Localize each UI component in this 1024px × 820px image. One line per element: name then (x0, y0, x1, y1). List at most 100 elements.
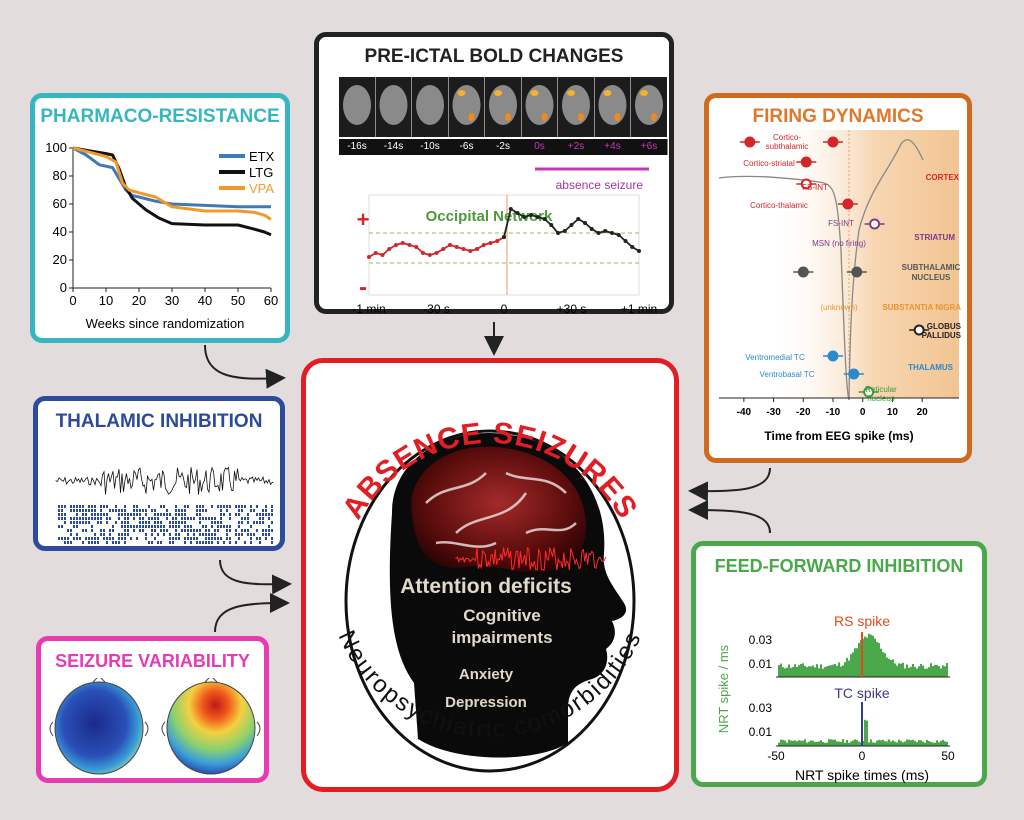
raster-tick (82, 517, 84, 520)
raster-tick (58, 513, 60, 516)
ff-bar (830, 665, 832, 677)
raster-tick (88, 537, 90, 540)
raster-tick (64, 521, 66, 524)
raster-tick (217, 537, 219, 540)
thalamic-panel: THALAMIC INHIBITION (33, 396, 285, 551)
raster-tick (88, 509, 90, 512)
firing-point (848, 368, 860, 380)
plus-sign: + (357, 207, 370, 232)
raster-tick (226, 533, 228, 536)
raster-tick (175, 537, 177, 540)
raster-tick (178, 537, 180, 540)
raster-tick (163, 505, 165, 508)
bold-series-point (589, 227, 594, 231)
ff-bar (942, 665, 944, 677)
raster-tick (160, 529, 162, 532)
raster-tick (211, 533, 213, 536)
ff-bar (836, 741, 838, 746)
bold-frame-label: -6s (460, 141, 474, 152)
brain-slice (416, 85, 444, 125)
ff-bar (874, 742, 876, 746)
pharmaco-line-ltg (72, 146, 272, 237)
ff-bar (814, 667, 816, 677)
ff-bar (810, 666, 812, 677)
thalamic-title: THALAMIC INHIBITION (55, 411, 263, 432)
raster-tick (199, 517, 201, 520)
raster-tick (58, 525, 60, 528)
raster-tick (211, 517, 213, 520)
bold-series-point (637, 249, 641, 253)
item-depression: Depression (445, 694, 527, 711)
raster-tick (271, 537, 273, 540)
raster-tick (136, 513, 138, 516)
ff-bar (890, 659, 892, 677)
raster-tick (100, 505, 102, 508)
raster-tick (124, 517, 126, 520)
ff-bar (870, 634, 872, 677)
ff-bar (832, 739, 834, 746)
raster-tick (97, 517, 99, 520)
firing-xtick: -10 (826, 407, 841, 418)
raster-tick (160, 541, 162, 544)
legend-etx: ETX (249, 149, 275, 164)
raster-tick (160, 513, 162, 516)
ff-bar (880, 740, 882, 746)
raster-tick (220, 509, 222, 512)
region-subthalamic-1: SUBTHALAMIC (902, 263, 961, 272)
raster-tick (109, 533, 111, 536)
ff-bar (850, 654, 852, 677)
ff-bar (894, 741, 896, 746)
raster-tick (244, 517, 246, 520)
bold-series-point (400, 241, 405, 245)
raster-tick (133, 509, 135, 512)
raster-tick (169, 513, 171, 516)
raster-tick (220, 517, 222, 520)
feedforward-figure: NRT spike / ms RS spike TC spike 0.03 0.… (716, 613, 955, 783)
raster-tick (241, 533, 243, 536)
ff-bar (808, 666, 810, 677)
raster-tick (76, 533, 78, 536)
bold-series-point (603, 229, 608, 233)
ff-bar (918, 740, 920, 746)
raster-tick (178, 521, 180, 524)
raster-tick (253, 509, 255, 512)
raster-tick (175, 509, 177, 512)
raster-tick (196, 509, 198, 512)
raster-tick (265, 509, 267, 512)
raster-tick (271, 505, 273, 508)
brain-slice (452, 85, 481, 125)
bold-series-point (508, 207, 513, 211)
raster-tick (112, 529, 114, 532)
raster-tick (256, 521, 258, 524)
raster-tick (259, 517, 261, 520)
raster-tick (256, 513, 258, 516)
ff-bar (792, 740, 794, 746)
bold-frame-label: +4s (604, 141, 620, 152)
raster-tick (250, 525, 252, 528)
label-cortico-striatal: Cortico-striatal (743, 159, 795, 168)
raster-tick (166, 517, 168, 520)
ff-bar (820, 740, 822, 746)
ff-bar (810, 740, 812, 746)
raster-tick (265, 529, 267, 532)
bold-frame-label: -16s (347, 141, 366, 152)
firing-xtick: 10 (887, 407, 899, 418)
bold-frame-label: -14s (384, 141, 403, 152)
raster-tick (163, 513, 165, 516)
ff-bar (824, 742, 826, 746)
raster-tick (88, 517, 90, 520)
raster-tick (157, 525, 159, 528)
ff-bar (888, 739, 890, 746)
raster-tick (157, 521, 159, 524)
ff-bar (900, 740, 902, 746)
raster-tick (193, 517, 195, 520)
raster-tick (175, 521, 177, 524)
bold-series-point (522, 215, 527, 219)
region-cortex: CORTEX (926, 173, 960, 182)
raster-tick (229, 529, 231, 532)
ff-bar (812, 665, 814, 677)
region-subthalamic-2: NUCLEUS (912, 273, 951, 282)
raster-tick (124, 505, 126, 508)
raster-tick (262, 529, 264, 532)
raster-tick (85, 537, 87, 540)
